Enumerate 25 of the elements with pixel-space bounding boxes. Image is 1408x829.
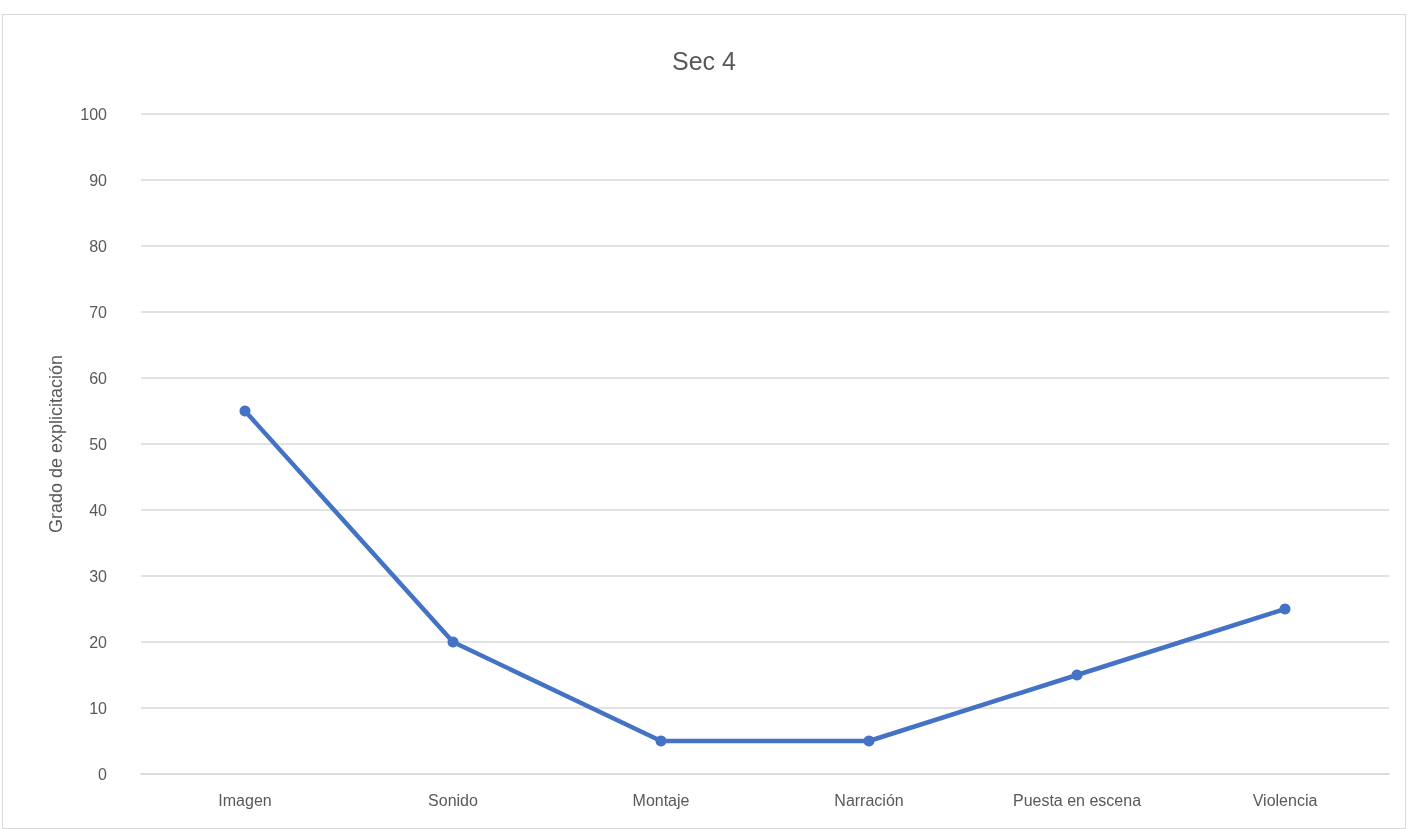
- y-tick-label: 70: [89, 303, 108, 321]
- y-tick-label: 80: [89, 237, 108, 255]
- point: [1279, 603, 1291, 615]
- point: [863, 735, 875, 747]
- x-tick-label: Violencia: [1252, 791, 1318, 809]
- x-tick-label: Narración: [834, 791, 904, 809]
- y-axis-title: Grado de explicitación: [46, 354, 66, 534]
- point: [655, 735, 667, 747]
- x-tick-label: Imagen: [218, 791, 272, 809]
- y-tick-label: 30: [89, 567, 108, 585]
- y-tick-label: 40: [89, 501, 108, 519]
- x-tick-label: Montaje: [632, 791, 690, 809]
- y-tick-label: 60: [89, 369, 108, 387]
- y-tick-label: 100: [80, 105, 108, 123]
- y-tick-label: 10: [89, 699, 108, 717]
- y-tick-label: 20: [89, 633, 108, 651]
- y-tick-label: 50: [89, 435, 108, 453]
- y-tick-label: 90: [89, 171, 108, 189]
- x-tick-label: Puesta en escena: [1012, 791, 1142, 809]
- point: [447, 636, 459, 648]
- y-tick-label: 0: [98, 765, 108, 783]
- x-tick-label: Sonido: [428, 791, 479, 809]
- point: [239, 405, 251, 417]
- chart-title: Sec 4: [672, 46, 737, 75]
- point: [1071, 669, 1083, 681]
